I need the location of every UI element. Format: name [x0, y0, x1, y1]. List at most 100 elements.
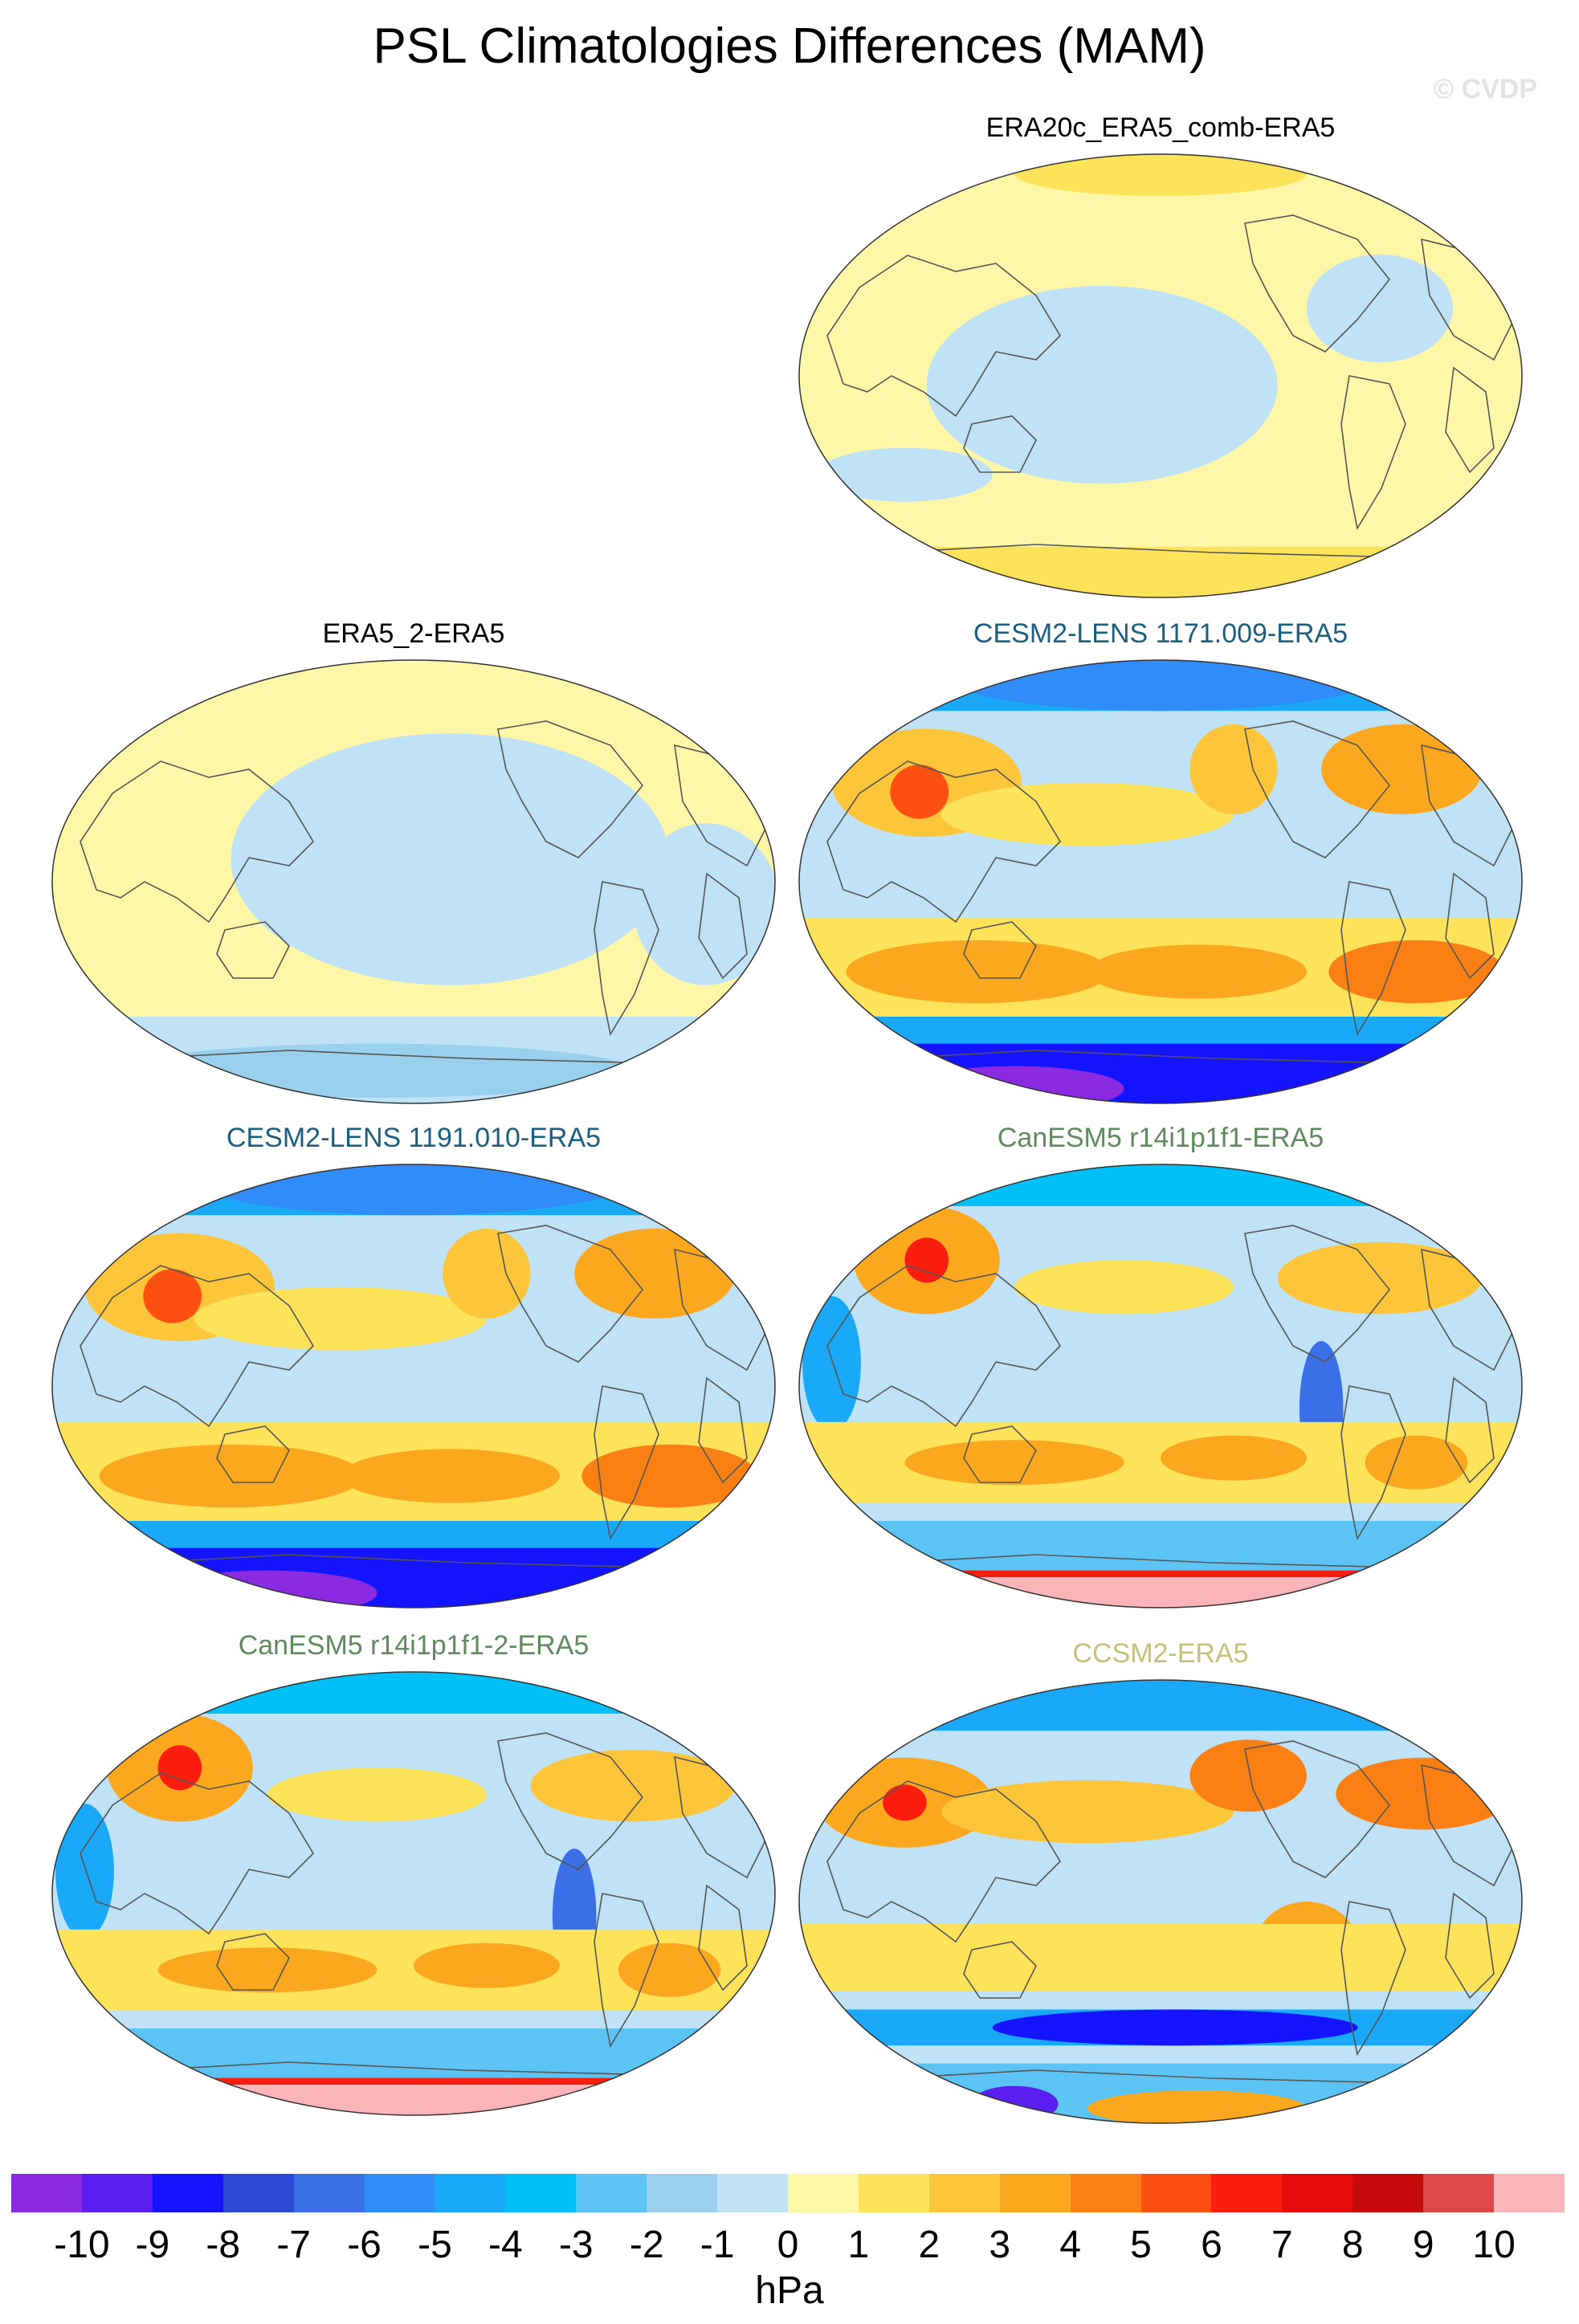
coastline	[1445, 366, 1495, 474]
field-band	[52, 1672, 775, 1714]
field-anomaly	[1307, 254, 1453, 363]
coastline	[1244, 1740, 1391, 1878]
panel-title: CCSM2-ERA5	[1072, 1638, 1249, 1669]
field-anomaly	[941, 660, 1380, 711]
panel-title: CanESM5 r14i1p1f1-ERA5	[997, 1123, 1324, 1153]
colorbar-swatch	[293, 2174, 365, 2212]
map-field	[799, 1164, 1522, 1608]
field-anomaly	[817, 447, 993, 502]
colorbar-tick-label: -1	[700, 2224, 735, 2266]
field-anomaly	[1336, 1757, 1512, 1830]
field-anomaly	[121, 1043, 633, 1098]
colorbar-tick-label: 0	[777, 2224, 799, 2266]
field-band	[799, 1570, 1522, 1577]
field-band	[52, 2082, 775, 2115]
colorbar-tick-label: -8	[206, 2224, 241, 2266]
field-band	[799, 1680, 1522, 2123]
map-panel-canesm5: CanESM5 r14i1p1f1-ERA5	[795, 1123, 1526, 1629]
coastline	[963, 415, 1037, 473]
field-anomaly	[890, 764, 949, 819]
coastline	[826, 1265, 1062, 1428]
colorbar-swatch	[1140, 2174, 1212, 2212]
field-anomaly	[1087, 944, 1307, 999]
map-outline	[51, 659, 776, 1104]
coastline	[1340, 375, 1406, 531]
field-anomaly	[992, 2009, 1358, 2046]
coastline	[1340, 1385, 1406, 1541]
field-anomaly	[341, 1449, 560, 1503]
colorbar-swatch	[222, 2174, 294, 2212]
field-band	[799, 1017, 1522, 1044]
map-field	[799, 660, 1522, 1103]
colorbar-swatch	[717, 2174, 788, 2212]
field-anomaly	[802, 1296, 861, 1431]
field-band	[52, 2028, 775, 2083]
coastline	[80, 760, 315, 923]
field-anomaly	[1189, 1739, 1307, 1812]
coastline	[80, 1265, 315, 1428]
map-outline	[798, 659, 1523, 1104]
field-anomaly	[1014, 1260, 1234, 1315]
coastline	[1244, 720, 1391, 858]
colorbar-swatch	[1423, 2174, 1495, 2212]
field-band	[52, 1521, 775, 1548]
colorbar-tick-label: 10	[1472, 2224, 1516, 2266]
colorbar-swatch	[1070, 2174, 1141, 2212]
map-svg	[798, 1679, 1523, 2124]
map-panel-canesm5-2: CanESM5 r14i1p1f1-2-ERA5	[48, 1630, 779, 2136]
coastline	[1244, 1225, 1391, 1363]
field-anomaly	[574, 1229, 736, 1319]
map-outline	[798, 1679, 1523, 2124]
field-anomaly	[143, 1269, 202, 1323]
colorbar-swatch	[152, 2174, 223, 2212]
field-anomaly	[157, 1745, 202, 1791]
colorbar-swatch	[858, 2174, 929, 2212]
colorbar-tick-label: 5	[1130, 2224, 1152, 2266]
map-svg	[51, 659, 776, 1104]
colorbar-swatch	[1282, 2174, 1353, 2212]
coastline	[826, 760, 1062, 923]
coastline	[216, 921, 290, 979]
field-band	[799, 546, 1522, 597]
coastline	[497, 1732, 644, 1870]
colorbar-swatch	[505, 2174, 577, 2212]
field-anomaly	[1189, 724, 1278, 814]
coastline	[1340, 881, 1406, 1037]
map-outline	[51, 1671, 776, 2116]
map-panel-era5-2: ERA5_2-ERA5	[48, 618, 779, 1124]
colorbar-swatch	[928, 2174, 1000, 2212]
colorbar-tick-label: -5	[418, 2224, 452, 2266]
field-anomaly	[1161, 1435, 1307, 1481]
field-anomaly	[926, 286, 1278, 484]
colorbar-tick-label: -6	[347, 2224, 381, 2266]
field-anomaly	[1321, 724, 1483, 814]
coastline	[698, 872, 748, 980]
colorbar-tick-label: -10	[54, 2224, 110, 2266]
field-anomaly	[267, 1767, 487, 1822]
field-anomaly	[55, 1804, 114, 1939]
coastline	[1445, 1892, 1495, 2000]
map-svg	[798, 1164, 1523, 1608]
field-band	[799, 1164, 1522, 1206]
map-panel-era20c: ERA20c_ERA5_comb-ERA5	[795, 112, 1526, 626]
field-anomaly	[1087, 2090, 1307, 2123]
coastline	[963, 1425, 1037, 1483]
field-anomaly	[941, 1780, 1234, 1844]
coastline	[594, 881, 659, 1037]
colorbar-swatch	[435, 2174, 506, 2212]
field-anomaly	[414, 1943, 560, 1988]
watermark: © CVDP	[1434, 74, 1537, 104]
panel-title: CESM2-LENS 1171.009-ERA5	[973, 618, 1348, 649]
field-anomaly	[1328, 940, 1504, 1004]
field-band	[52, 1547, 775, 1608]
colorbar-tick-label: 4	[1059, 2224, 1081, 2266]
field-band	[799, 1521, 1522, 1576]
coastline	[497, 720, 644, 858]
coastline	[80, 1772, 315, 1935]
map-outline	[798, 1164, 1523, 1608]
coastline	[594, 1893, 659, 2049]
colorbar-swatch	[787, 2174, 859, 2212]
field-anomaly	[904, 1440, 1124, 1486]
field-anomaly	[443, 1229, 531, 1319]
colorbar-swatch	[11, 2174, 82, 2212]
